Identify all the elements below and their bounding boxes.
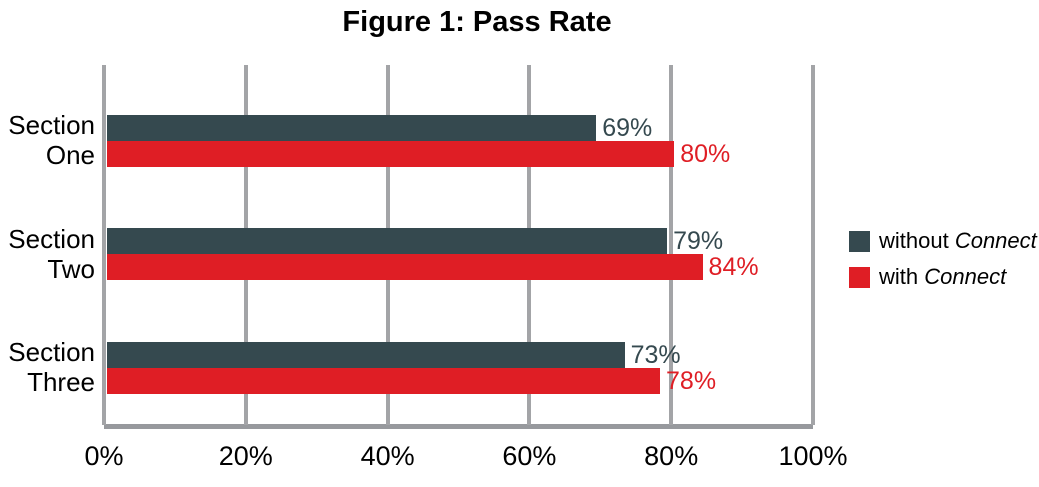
- bar-value-label: 80%: [680, 140, 731, 168]
- gridline-80%: [669, 65, 674, 425]
- chart-title: Figure 1: Pass Rate: [342, 6, 612, 38]
- legend-label: without Connect: [879, 228, 1037, 253]
- plot-area: 69% 79% 73% 80% 84% 78%: [102, 65, 815, 429]
- bar-value-label: 84%: [708, 253, 759, 282]
- bar-with-connect-section-three: [107, 367, 661, 394]
- category-label-line: Three: [27, 367, 95, 397]
- legend-item-without-connect: without Connect: [849, 228, 1037, 253]
- x-axis-tick-label: 100%: [778, 441, 848, 471]
- category-label-section-two: Section Two: [0, 224, 95, 284]
- chart-legend: without Connect with Connect: [849, 228, 1037, 301]
- bar-value-label: 79%: [673, 227, 724, 256]
- category-label-section-three: Section Three: [0, 337, 95, 397]
- x-axis-tick-label: 20%: [218, 441, 273, 471]
- category-label-line: Section: [8, 110, 95, 140]
- bar-without-connect-section-three: [107, 341, 625, 368]
- gridline-100%: [811, 65, 815, 425]
- legend-label: with Connect: [879, 264, 1007, 289]
- bar-value-label: 78%: [666, 366, 717, 395]
- bar-value-label: 69%: [602, 114, 653, 142]
- x-axis-line: [104, 424, 813, 429]
- category-label-section-one: Section One: [0, 110, 95, 170]
- x-axis-tick-label: 0%: [84, 441, 124, 471]
- legend-item-with-connect: with Connect: [849, 264, 1037, 289]
- x-axis-tick-label: 80%: [644, 441, 699, 471]
- x-axis-tick-label: 60%: [502, 441, 557, 471]
- category-label-line: Two: [47, 254, 95, 284]
- category-label-line: Section: [8, 337, 95, 367]
- category-label-line: One: [45, 140, 95, 170]
- legend-swatch-without-connect: [849, 230, 870, 252]
- x-axis-tick-label: 40%: [360, 441, 415, 471]
- bar-value-label: 73%: [630, 340, 681, 369]
- bar-with-connect-section-two: [107, 254, 703, 281]
- bar-without-connect-section-two: [107, 228, 668, 255]
- category-label-line: Section: [8, 224, 95, 254]
- legend-swatch-with-connect: [849, 266, 870, 288]
- bar-with-connect-section-one: [107, 141, 675, 167]
- gridline-0%: [102, 65, 106, 425]
- bar-without-connect-section-one: [107, 115, 597, 141]
